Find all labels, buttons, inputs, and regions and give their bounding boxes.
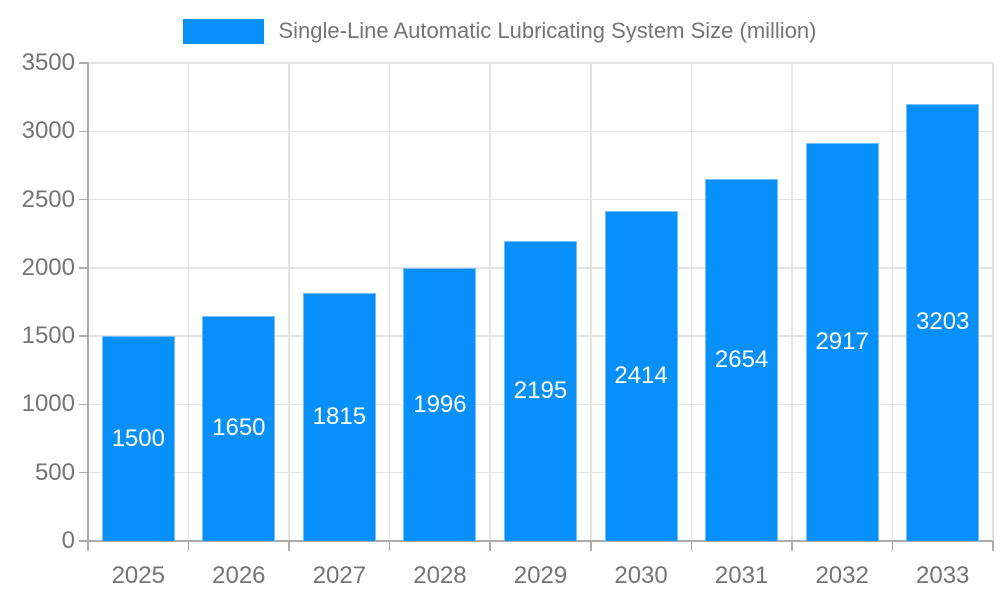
y-axis-label: 2000: [21, 253, 75, 281]
bar: [403, 268, 477, 541]
legend: Single-Line Automatic Lubricating System…: [0, 18, 1000, 44]
y-axis-label: 3000: [21, 117, 75, 145]
y-axis-tick: [79, 335, 88, 337]
bar: [805, 142, 879, 541]
bar-value-label: 3203: [916, 308, 970, 336]
x-axis-label: 2028: [413, 562, 467, 589]
x-axis-tick: [288, 541, 290, 551]
x-axis-label: 2025: [111, 562, 165, 589]
x-axis-line: [79, 540, 993, 542]
bar-value-label: 2654: [714, 345, 769, 373]
y-axis-tick: [79, 267, 88, 269]
x-axis-label: 2032: [815, 562, 869, 589]
y-axis-label: 1000: [21, 390, 75, 418]
x-axis-label: 2029: [513, 562, 568, 589]
y-axis-label: 2500: [21, 185, 75, 213]
x-axis-tick: [791, 541, 793, 551]
x-axis-tick: [489, 541, 491, 551]
bar-value-label: 2414: [614, 362, 668, 390]
bar-value-label: 2195: [513, 377, 568, 405]
gridline-vertical: [288, 63, 290, 541]
bar: [202, 315, 276, 541]
y-axis-label: 0: [61, 527, 75, 554]
y-axis-tick: [79, 130, 88, 133]
gridline-vertical: [791, 63, 793, 541]
bar: [906, 103, 980, 541]
bar: [604, 211, 678, 541]
legend-swatch: [183, 18, 265, 44]
x-axis-tick: [388, 541, 391, 551]
bar-value-label: 1650: [212, 414, 266, 442]
bar: [101, 336, 175, 541]
y-axis-label: 1500: [21, 322, 75, 350]
y-axis-tick: [79, 403, 88, 406]
x-axis-tick: [187, 541, 190, 551]
bar: [302, 293, 376, 541]
y-axis-line: [87, 63, 89, 551]
y-axis-tick: [79, 62, 88, 64]
bar-value-label: 2917: [815, 327, 869, 355]
x-axis-tick: [590, 541, 592, 551]
bar-value-label: 1815: [312, 403, 367, 431]
gridline-vertical: [489, 63, 491, 541]
bar-value-label: 1500: [111, 424, 165, 452]
gridline-vertical: [187, 63, 190, 541]
legend-label: Single-Line Automatic Lubricating System…: [278, 18, 817, 43]
x-axis-label: 2026: [212, 562, 266, 589]
x-axis-label: 2033: [916, 562, 970, 589]
gridline-vertical: [388, 63, 391, 541]
bar-value-label: 1996: [413, 390, 467, 418]
gridline-vertical: [992, 63, 994, 541]
bar: [705, 178, 779, 541]
bar: [504, 241, 577, 541]
y-axis-label: 3500: [21, 49, 75, 76]
x-axis-label: 2030: [614, 562, 668, 589]
gridline-horizontal: [88, 198, 993, 201]
x-axis-label: 2027: [312, 562, 367, 589]
y-axis-tick: [79, 471, 88, 474]
x-axis-label: 2031: [714, 562, 769, 589]
x-axis-tick: [891, 541, 894, 551]
y-axis-tick: [79, 198, 88, 201]
gridline-vertical: [590, 63, 592, 541]
gridline-horizontal: [88, 62, 993, 64]
gridline-horizontal: [88, 130, 993, 133]
gridline-vertical: [690, 63, 693, 541]
y-axis-label: 500: [34, 458, 75, 486]
x-axis-tick: [992, 541, 994, 551]
gridline-vertical: [891, 63, 894, 541]
x-axis-tick: [690, 541, 693, 551]
